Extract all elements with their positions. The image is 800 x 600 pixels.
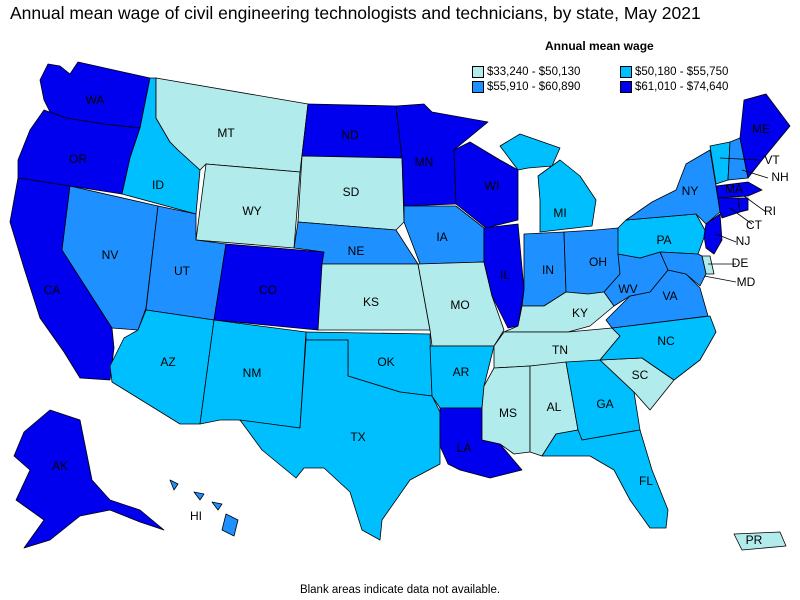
state-NJ[interactable] <box>703 213 723 255</box>
state-label-SD: SD <box>343 185 360 199</box>
state-label-GA: GA <box>596 397 613 411</box>
state-MI[interactable] <box>499 133 597 233</box>
state-MA[interactable] <box>715 181 763 199</box>
state-SD[interactable] <box>297 155 405 231</box>
state-AK[interactable] <box>13 409 165 549</box>
state-label-CT: CT <box>746 218 763 232</box>
state-label-ID: ID <box>152 178 164 192</box>
state-label-ME: ME <box>752 122 770 136</box>
state-label-MO: MO <box>450 298 469 312</box>
state-label-AL: AL <box>547 400 562 414</box>
state-label-OR: OR <box>69 152 87 166</box>
state-label-SC: SC <box>632 368 649 382</box>
state-FL[interactable] <box>541 429 669 529</box>
state-MD[interactable] <box>659 251 707 287</box>
state-label-NJ: NJ <box>736 234 751 248</box>
state-label-MD: MD <box>737 275 756 289</box>
state-label-NM: NM <box>243 366 262 380</box>
state-label-TX: TX <box>350 430 365 444</box>
state-label-FL: FL <box>639 474 653 488</box>
state-label-MS: MS <box>499 406 517 420</box>
state-label-IN: IN <box>542 263 554 277</box>
state-label-ND: ND <box>341 128 359 142</box>
state-label-KY: KY <box>572 306 588 320</box>
state-ME[interactable] <box>739 93 791 179</box>
state-KY[interactable] <box>503 291 615 333</box>
state-TX[interactable] <box>239 339 441 541</box>
legend-item-c4: $61,010 - $74,640 <box>620 81 728 93</box>
state-label-CA: CA <box>44 283 61 297</box>
legend-item-c3: $50,180 - $55,750 <box>620 66 728 78</box>
legend-label-c1: $33,240 - $50,130 <box>487 66 581 78</box>
state-label-RI: RI <box>764 204 776 218</box>
state-IL[interactable] <box>483 223 525 329</box>
state-label-MT: MT <box>217 126 235 140</box>
state-NC[interactable] <box>599 315 717 381</box>
state-label-AK: AK <box>52 459 68 473</box>
state-label-MI: MI <box>553 206 566 220</box>
legend-swatch-c3 <box>620 66 632 78</box>
state-NY[interactable] <box>625 149 721 225</box>
state-label-PR: PR <box>746 533 763 547</box>
state-label-TN: TN <box>552 343 568 357</box>
state-PR[interactable] <box>733 531 787 551</box>
footnote: Blank areas indicate data not available. <box>299 584 501 596</box>
legend-swatch-c4 <box>620 81 632 93</box>
state-label-CO: CO <box>259 283 277 297</box>
state-label-WA: WA <box>86 93 105 107</box>
state-label-NV: NV <box>102 248 119 262</box>
legend-item-c1: $33,240 - $50,130 <box>472 66 580 78</box>
state-CT[interactable] <box>717 197 741 219</box>
state-labels: WA OR CA ID NV MT WY UT AZ CO NM ND SD NE KS OK TX MN IA MO… <box>44 93 789 547</box>
state-label-OK: OK <box>377 355 394 369</box>
state-label-NY: NY <box>682 184 699 198</box>
map-title: Annual mean wage of civil engineering te… <box>10 3 701 23</box>
state-label-WV: WV <box>618 282 637 296</box>
label-leader-lines <box>703 157 769 283</box>
state-label-NE: NE <box>348 244 365 258</box>
state-HI[interactable] <box>169 479 239 537</box>
state-label-LA: LA <box>457 441 472 455</box>
state-label-AR: AR <box>453 365 470 379</box>
state-label-PA: PA <box>656 233 671 247</box>
state-label-OH: OH <box>589 255 607 269</box>
state-label-IL: IL <box>500 268 510 282</box>
state-label-VT: VT <box>764 153 780 167</box>
state-RI[interactable] <box>737 197 749 213</box>
state-WI[interactable] <box>453 141 519 229</box>
state-label-VA: VA <box>662 289 677 303</box>
legend-item-c2: $55,910 - $60,890 <box>472 81 580 93</box>
state-label-MA: MA <box>725 182 743 196</box>
legend-swatch-c1 <box>472 66 484 78</box>
legend-swatch-c2 <box>472 81 484 93</box>
state-label-MN: MN <box>415 155 434 169</box>
state-label-UT: UT <box>174 264 191 278</box>
state-label-IA: IA <box>436 230 447 244</box>
legend-label-c4: $61,010 - $74,640 <box>635 81 729 93</box>
legend-label-c2: $55,910 - $60,890 <box>487 81 581 93</box>
state-label-WI: WI <box>485 179 500 193</box>
state-label-HI: HI <box>190 509 202 523</box>
state-label-NC: NC <box>657 334 675 348</box>
state-label-WY: WY <box>242 204 261 218</box>
legend-title: Annual mean wage <box>545 39 654 53</box>
state-label-KS: KS <box>363 295 379 309</box>
state-label-NH: NH <box>771 170 788 184</box>
state-label-AZ: AZ <box>160 355 175 369</box>
state-label-DE: DE <box>732 256 749 270</box>
legend-label-c3: $50,180 - $55,750 <box>635 66 729 78</box>
